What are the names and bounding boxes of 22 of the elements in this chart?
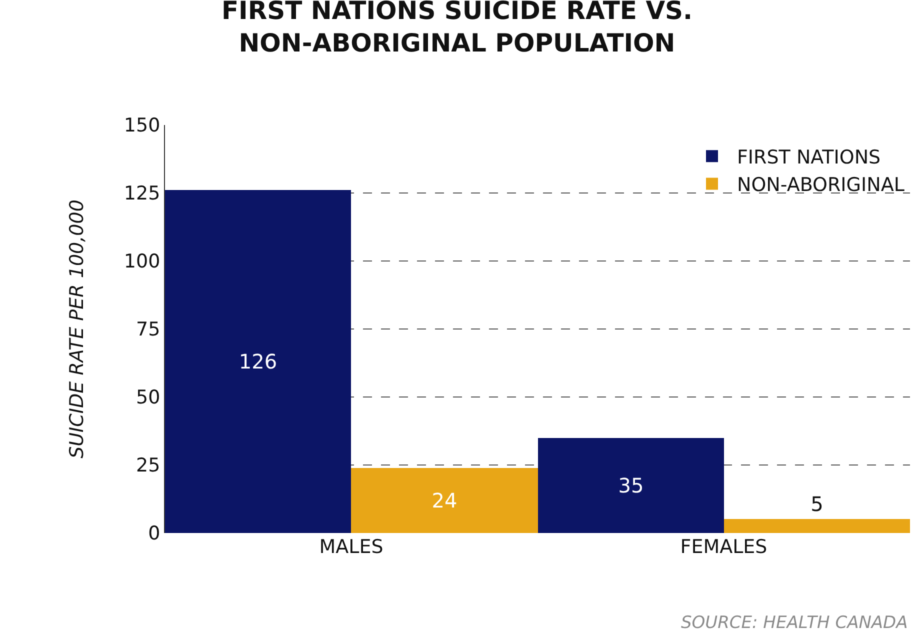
source-note: SOURCE: HEALTH CANADA — [681, 613, 908, 633]
y-tick-label: 150 — [124, 114, 160, 137]
chart-title: FIRST NATIONS SUICIDE RATE VS. NON-ABORIGINAL POPULATION — [221, 0, 693, 58]
data-label: 5 — [810, 492, 824, 516]
data-label: 24 — [432, 488, 458, 512]
data-label: 126 — [238, 350, 278, 374]
bar — [724, 519, 910, 533]
y-tick-label: 50 — [136, 386, 160, 409]
x-tick-label: MALES — [319, 536, 384, 558]
bar — [351, 468, 538, 533]
y-tick-label: 25 — [136, 454, 160, 477]
legend-label: FIRST NATIONS — [737, 146, 881, 168]
y-tick-label: 0 — [148, 522, 160, 545]
legend-label: NON-ABORIGINAL — [737, 174, 905, 196]
y-axis-title: SUICIDE RATE PER 100,000 — [66, 200, 88, 458]
data-label: 35 — [618, 474, 644, 498]
y-tick-label: 125 — [124, 182, 160, 205]
bar — [165, 190, 351, 533]
y-tick-label: 75 — [136, 318, 160, 341]
y-tick-label: 100 — [124, 250, 160, 273]
x-tick-label: FEMALES — [680, 536, 768, 558]
bar — [538, 438, 724, 533]
